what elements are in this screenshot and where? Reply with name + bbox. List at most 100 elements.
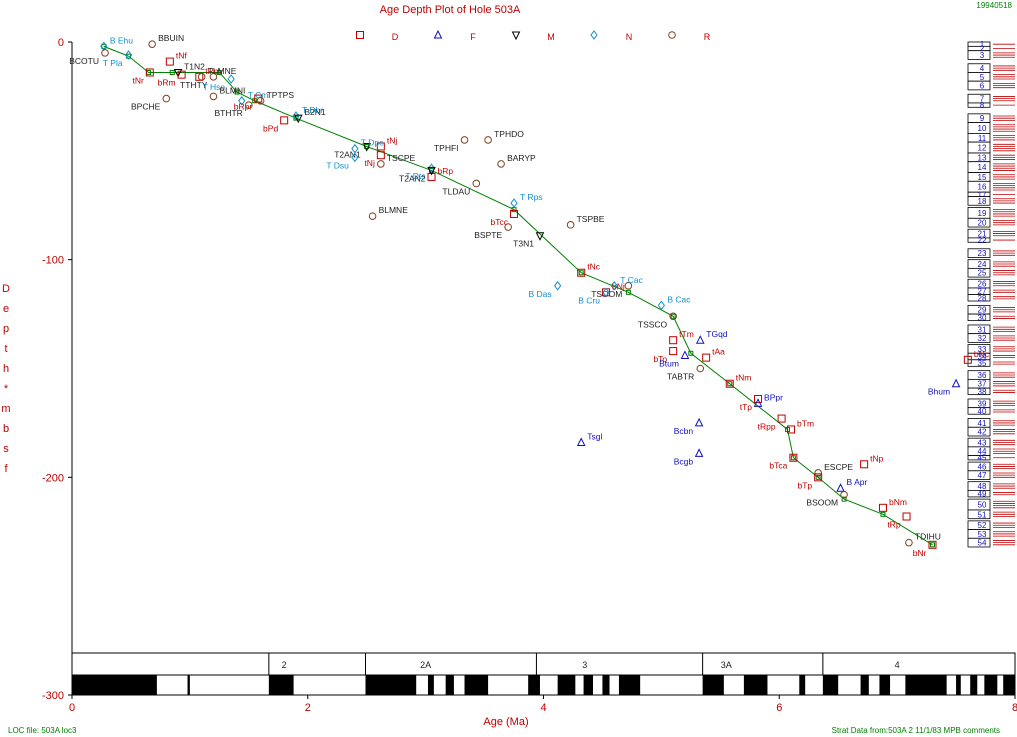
point-marker (576, 437, 586, 447)
point-marker (245, 101, 253, 109)
point-label: tNr (132, 75, 144, 85)
datum-38: TSPBE (566, 214, 605, 229)
point-marker (577, 268, 586, 277)
core-number: 21 (978, 230, 987, 239)
chron-normal-block (743, 675, 768, 695)
point-label: TSSCO (638, 319, 668, 329)
core-box (967, 102, 991, 108)
chron-normal-block (799, 675, 806, 695)
chron-normal-block (879, 675, 891, 695)
chron-normal-block (583, 675, 594, 695)
datum-41: TSOOM (591, 281, 633, 299)
point-label: bNc (974, 349, 990, 359)
core-number: 34 (978, 353, 987, 362)
legend-symbol-diamond (590, 30, 598, 40)
point-marker (963, 355, 972, 364)
datum-21: T2AN1 (334, 142, 371, 159)
point-label: TDIHU (915, 532, 941, 542)
core-number: 43 (978, 439, 987, 448)
point-label: bRpr (234, 102, 253, 112)
chron-blocks (72, 675, 1015, 695)
point-label: bTp (797, 480, 812, 490)
x-tick-label: 6 (776, 702, 782, 714)
point-label: tNf (176, 51, 188, 61)
point-label: tNj (387, 135, 398, 145)
point-label: bTcc (491, 217, 509, 227)
point-marker (702, 353, 711, 362)
datum-17: BTHTR (214, 101, 253, 118)
core-number: 19 (978, 209, 987, 218)
datum-61: Bcgb (674, 448, 704, 466)
core-box (967, 80, 991, 91)
core-number: 14 (978, 163, 987, 172)
chron-label-box (71, 652, 1016, 676)
loc-node (169, 69, 175, 75)
point-marker (777, 414, 786, 423)
core-number: 24 (978, 260, 987, 269)
core-number: 15 (978, 173, 987, 182)
core-number: 8 (980, 101, 985, 110)
core-box (967, 333, 991, 343)
core-number: 27 (978, 287, 987, 296)
point-label: BSOOM (806, 498, 838, 508)
point-marker (227, 74, 235, 84)
chron-label: 2 (282, 660, 287, 670)
point-label: BLMNE (379, 205, 409, 215)
point-label: TTHTY (180, 80, 208, 90)
chron-normal-block (464, 675, 489, 695)
core-number: 30 (978, 313, 987, 322)
core-box (967, 267, 991, 278)
point-marker (497, 160, 505, 168)
core-number: 53 (978, 530, 987, 539)
point-label: tTm (679, 329, 694, 339)
point-label: T Dpe (361, 138, 384, 148)
point-label: Btum (659, 358, 679, 368)
point-marker (694, 448, 704, 457)
point-label: T Cac (620, 275, 643, 285)
datum-30: TPHDO (484, 129, 524, 144)
point-marker (376, 142, 385, 151)
point-label: BCOTU (69, 56, 99, 66)
loc-node (670, 313, 676, 319)
point-marker (860, 460, 869, 469)
datum-53: TABTR (667, 364, 705, 382)
point-label: T Dbr (302, 105, 323, 115)
datum-2: BBUIN (148, 33, 184, 48)
loc-node (929, 542, 935, 548)
loc-node (101, 43, 107, 49)
point-label: B Cac (667, 294, 691, 304)
core-box (967, 50, 991, 60)
y-axis-label-char: t (4, 343, 7, 355)
point-marker (177, 70, 186, 79)
point-label: BSPTE (474, 230, 502, 240)
core-box (967, 387, 991, 396)
point-label: B2N1 (304, 107, 326, 117)
point-label: T Pla (103, 58, 123, 68)
loc-node (234, 89, 240, 95)
point-marker (510, 209, 519, 218)
core-number: 50 (978, 501, 987, 510)
core-number: 20 (978, 219, 987, 228)
point-marker (840, 490, 848, 499)
point-marker (554, 280, 562, 291)
chron-labels: 2 2A 3 3A 4 (282, 660, 900, 670)
datum-64: tNp (860, 453, 884, 469)
datum-31: T2AN2 (399, 166, 436, 183)
point-label: TLDAU (442, 186, 470, 196)
point-label: bPd (263, 123, 278, 133)
core-number: 38 (978, 387, 987, 396)
datum-12: BLMNI (209, 85, 245, 101)
point-label: T Hse (203, 82, 226, 92)
point-marker (878, 503, 887, 512)
point-label: bTca (769, 461, 787, 471)
point-marker (696, 364, 705, 373)
datum-32: BARYP (497, 153, 536, 168)
core-box (967, 248, 991, 258)
point-label: tNj (364, 158, 375, 168)
point-label: TSPBE (577, 214, 605, 224)
chart-title: Age Depth Plot of Hole 503A (380, 4, 521, 16)
x-tick-label: 8 (1012, 702, 1017, 714)
